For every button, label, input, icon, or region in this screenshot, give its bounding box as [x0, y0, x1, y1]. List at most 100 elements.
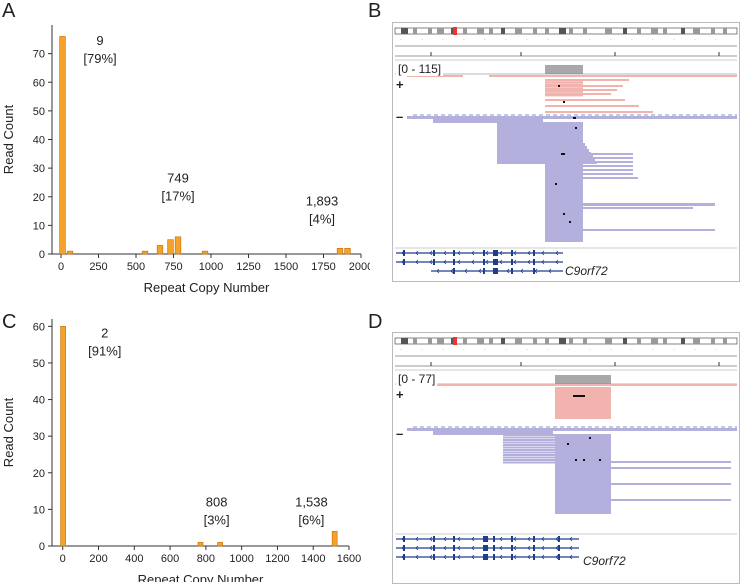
x-tick-label: 1750 — [311, 261, 335, 273]
y-axis-label: Read Count — [1, 104, 16, 174]
ideogram-label: · — [400, 347, 402, 353]
ideogram-band — [463, 338, 467, 344]
ideogram-label: · — [505, 37, 507, 43]
ideogram-band — [693, 338, 700, 344]
x-tick-label: 1000 — [229, 553, 253, 565]
coverage-range-label: [0 - 115] — [396, 62, 444, 76]
ideogram-label: · — [547, 347, 549, 353]
exon-block — [403, 536, 405, 542]
plus-strand-read — [545, 81, 583, 84]
exon-block — [483, 259, 485, 265]
annotation-count: 1,893 — [306, 193, 339, 208]
exon-block — [533, 250, 535, 256]
ideogram-band — [605, 338, 612, 344]
x-tick-label: 250 — [89, 261, 107, 273]
igv-browser-panel-b: · · · · · · · · · · · · · · · · [0 - 115] + – C9orf72 — [392, 22, 740, 282]
y-tick-label: 10 — [33, 504, 45, 516]
exon-block — [558, 545, 560, 551]
x-tick-label: 1600 — [337, 553, 361, 565]
strand-arrow — [415, 259, 419, 265]
strand-arrow — [429, 545, 433, 551]
minus-strand-read — [555, 434, 611, 514]
exon-block — [511, 268, 513, 274]
ideogram-band — [583, 338, 587, 344]
ideogram-band — [663, 338, 667, 344]
exon-block — [403, 545, 405, 551]
x-tick-label: 2000 — [349, 261, 370, 273]
histogram-bar — [174, 236, 182, 255]
mismatch-mark — [567, 443, 569, 445]
minus-strand-read — [611, 461, 731, 463]
minus-strand-read — [503, 461, 580, 464]
minus-strand-read — [611, 483, 731, 485]
ideogram-label: · — [484, 37, 486, 43]
strand-arrow — [499, 554, 503, 560]
ideogram-label: · — [547, 37, 549, 43]
minus-strand-read — [503, 459, 578, 461]
strand-arrow — [471, 554, 475, 560]
minus-strand-read — [503, 454, 575, 456]
strand-arrow — [569, 554, 573, 560]
ideogram-band — [437, 28, 444, 34]
plus-strand-read — [545, 83, 583, 86]
minus-strand-read — [611, 499, 731, 501]
exon-block — [483, 545, 488, 551]
strand-arrow — [513, 536, 517, 542]
strand-arrow — [443, 536, 447, 542]
plus-strand-read — [555, 416, 611, 419]
exon-block — [511, 259, 513, 265]
strand-arrow — [548, 268, 552, 274]
x-tick-label: 800 — [197, 553, 215, 565]
strand-arrow — [520, 268, 524, 274]
annotation-percent: [6%] — [298, 512, 324, 527]
ideogram-band — [651, 338, 658, 344]
minus-strand-read — [433, 119, 543, 123]
minus-strand-read — [545, 207, 693, 209]
strand-arrow — [513, 250, 517, 256]
y-tick-label: 60 — [33, 77, 45, 89]
exon-block — [433, 536, 435, 542]
annotation-percent: [4%] — [309, 211, 335, 226]
ideogram-band — [681, 28, 685, 34]
x-tick-label: 0 — [60, 553, 66, 565]
exon-block — [533, 536, 535, 542]
ideogram-label: · — [568, 37, 570, 43]
coverage-range-label: [0 - 77] — [396, 372, 438, 386]
strand-arrow — [443, 250, 447, 256]
mismatch-mark — [589, 437, 591, 439]
ideogram-label: · — [610, 347, 612, 353]
y-tick-label: 40 — [33, 135, 45, 147]
plus-strand-read — [555, 404, 611, 407]
plus-strand-read — [555, 407, 611, 410]
x-tick-label: 1400 — [301, 553, 325, 565]
exon-block — [433, 250, 435, 256]
x-axis-label: Repeat Copy Number — [144, 280, 270, 295]
ideogram-label: · — [526, 347, 528, 353]
ideogram-label: · — [652, 37, 654, 43]
ideogram-label: · — [568, 347, 570, 353]
minus-strand-read — [497, 125, 573, 128]
ideogram-band — [583, 28, 587, 34]
strand-arrow — [555, 250, 559, 256]
minus-strand-read — [433, 431, 553, 435]
exon-block — [493, 536, 495, 542]
strand-arrow — [513, 554, 517, 560]
ideogram-label: · — [694, 37, 696, 43]
strand-arrow — [513, 545, 517, 551]
ideogram-band — [663, 28, 667, 34]
exon-block — [493, 545, 495, 551]
histogram-bar — [59, 36, 66, 255]
plus-strand-read — [555, 398, 611, 401]
ideogram-label: · — [673, 347, 675, 353]
exon-block — [493, 554, 495, 560]
minus-strand-read — [545, 169, 633, 171]
mismatch-mark — [583, 459, 585, 461]
ideogram-band — [501, 338, 505, 344]
ideogram-band — [489, 338, 493, 344]
strand-arrow — [415, 250, 419, 256]
strand-arrow — [555, 259, 559, 265]
histogram-bar — [197, 542, 204, 547]
ideogram-band — [545, 28, 549, 34]
ideogram-label: · — [715, 37, 717, 43]
